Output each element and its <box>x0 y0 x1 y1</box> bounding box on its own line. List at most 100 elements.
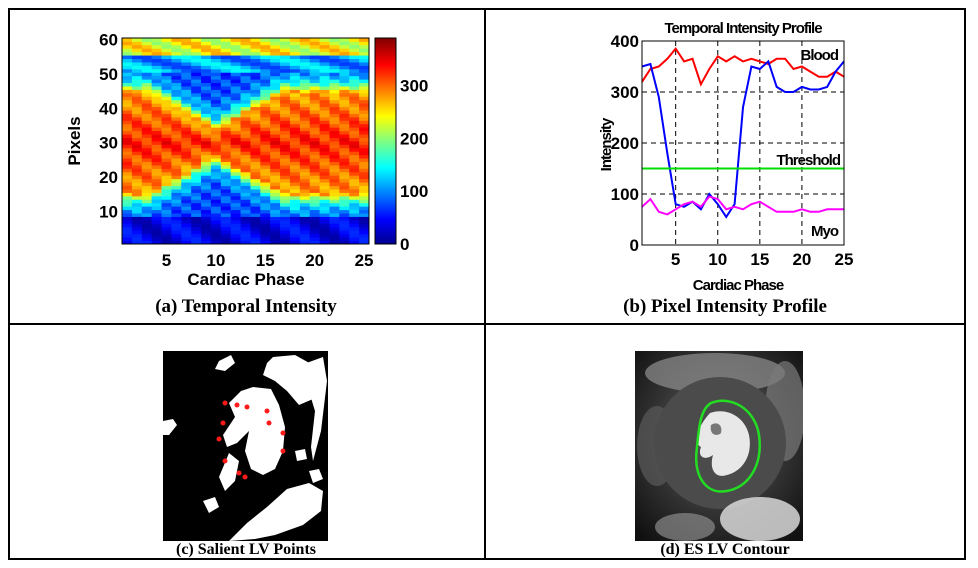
heatmap-cell <box>359 120 370 125</box>
heatmap-cell <box>299 230 311 235</box>
heatmap-cell <box>359 226 370 231</box>
heatmap-cell <box>122 96 133 101</box>
heatmap-cell <box>329 106 340 111</box>
heatmap-cell <box>280 120 291 125</box>
heatmap-cell <box>230 68 241 73</box>
heatmap-cell <box>240 178 251 183</box>
heatmap-cell <box>270 75 281 80</box>
heatmap-cell <box>339 237 350 241</box>
heatmap-cell <box>319 230 330 235</box>
heatmap-cell <box>131 161 143 166</box>
heatmap-cell <box>230 41 241 46</box>
heatmap-cell <box>319 137 330 142</box>
heatmap-cell <box>280 48 291 53</box>
heatmap-cell <box>329 41 340 46</box>
heatmap-cell <box>171 219 182 224</box>
heatmap-cell <box>191 230 202 235</box>
heatmap-cell <box>359 62 370 66</box>
heatmap-cell <box>210 134 222 138</box>
heatmap-cell <box>201 189 212 193</box>
heatmap-cell <box>289 161 301 166</box>
heatmap-cell <box>210 141 222 145</box>
heatmap-cell <box>260 82 271 87</box>
heatmap-cell <box>339 113 350 118</box>
heatmap-cell <box>201 216 212 221</box>
heatmap-cell <box>171 130 182 135</box>
heatmap-cell <box>240 99 251 104</box>
heatmap-cell <box>220 209 232 214</box>
heatmap-cell <box>210 165 222 169</box>
heatmap-cell <box>270 237 281 241</box>
heatmap-cell <box>270 165 281 169</box>
heatmap-cell <box>309 38 320 42</box>
heatmap-cell <box>280 151 291 156</box>
heatmap-cell <box>270 134 281 138</box>
heatmap-cell <box>201 223 212 228</box>
heatmap-cell <box>240 130 251 135</box>
heatmap-cell <box>240 226 251 231</box>
heatmap-cell <box>260 144 271 149</box>
heatmap-cell <box>299 79 311 84</box>
heatmap-cell <box>230 58 241 63</box>
heatmap-cell <box>280 72 291 77</box>
heatmap-cell <box>181 144 192 149</box>
heatmap-cell <box>131 103 143 108</box>
heatmap-cell <box>329 223 340 228</box>
heatmap-cell <box>161 219 172 224</box>
heatmap-cell <box>299 189 311 193</box>
heatmap-cell <box>339 165 350 169</box>
heatmap-cell <box>191 189 202 193</box>
heatmap-cell <box>309 137 320 142</box>
heatmap-cell <box>260 120 271 125</box>
heatmap-cell <box>122 171 133 176</box>
heatmap-cell <box>191 137 202 142</box>
heatmap-cell <box>122 213 133 217</box>
heatmap-cell <box>191 75 202 80</box>
heatmap-cell <box>201 89 212 94</box>
heatmap-cell <box>349 223 360 228</box>
heatmap-cell <box>171 103 182 108</box>
heatmap-cell <box>171 237 182 241</box>
heatmap-cell <box>240 103 251 108</box>
heatmap-cell <box>349 233 360 238</box>
heatmap-cell <box>191 216 202 221</box>
heatmap-cell <box>329 226 340 231</box>
heatmap-cell <box>210 192 222 197</box>
heatmap-cell <box>270 130 281 135</box>
heatmap-cell <box>141 158 153 162</box>
heatmap-cell <box>181 199 192 204</box>
heatmap-cell <box>349 110 360 114</box>
heatmap-cell <box>280 199 291 204</box>
heatmap-cell <box>270 189 281 193</box>
heatmap-cell <box>171 195 182 200</box>
heatmap-cell <box>329 144 340 149</box>
heatmap-cell <box>151 178 162 183</box>
heatmap-cell <box>319 110 330 114</box>
heatmap-cell <box>161 151 172 156</box>
heatmap-cell <box>280 62 291 66</box>
line-chart-series <box>641 47 845 219</box>
heatmap-cell <box>250 130 261 135</box>
heatmap-cell <box>220 86 232 90</box>
heatmap-cell <box>161 141 172 145</box>
heatmap-cell <box>230 154 241 159</box>
heatmap-cell <box>240 185 251 190</box>
heatmap-cell <box>260 161 271 166</box>
heatmap-cell <box>270 185 281 190</box>
heatmap-cell <box>131 175 143 180</box>
heatmap-cell <box>250 96 261 101</box>
line-chart-axes-box <box>641 40 845 246</box>
heatmap-cell <box>260 171 271 176</box>
heatmap-cell <box>131 216 143 221</box>
heatmap-cell <box>131 185 143 190</box>
heatmap-cell <box>191 55 202 59</box>
heatmap-cell <box>270 202 281 207</box>
heatmap-cell <box>122 58 133 63</box>
heatmap-cell <box>329 158 340 162</box>
heatmap-cell <box>289 68 301 73</box>
heatmap-cell <box>210 103 222 108</box>
heatmap-cell <box>131 116 143 121</box>
heatmap-cell <box>329 38 340 42</box>
heatmap-cell <box>329 182 340 187</box>
heatmap-cell <box>171 206 182 211</box>
